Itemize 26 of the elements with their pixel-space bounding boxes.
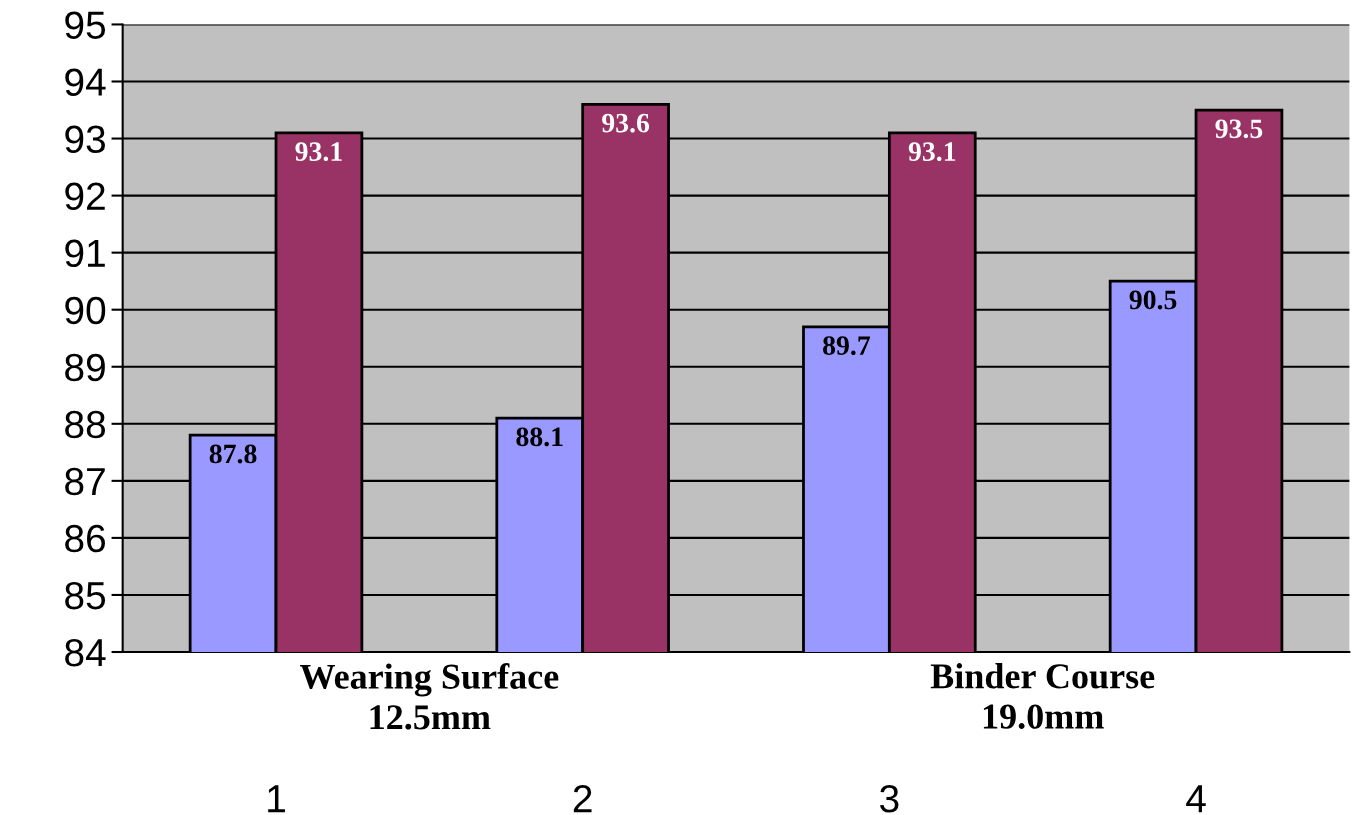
data-label: 88.1 xyxy=(516,427,563,447)
text: Wearing Surface 12.5mm xyxy=(299,663,559,730)
y-tick-label: 89 xyxy=(65,353,105,382)
y-tick-label: 95 xyxy=(65,11,106,39)
y-tick-label: 90 xyxy=(65,296,106,325)
y-tick-label: 84 xyxy=(65,638,106,667)
x-tick-label: 3 xyxy=(880,784,899,813)
y-tick-label: 94 xyxy=(65,68,106,96)
data-label: 93.6 xyxy=(602,113,650,133)
data-label: 93.1 xyxy=(295,142,342,162)
data-label: 93.1 xyxy=(908,142,956,162)
text: Binder Course 19.0mm xyxy=(930,663,1155,729)
data-label: 87.8 xyxy=(209,444,257,464)
y-tick-label: 87 xyxy=(65,467,105,496)
data-label: 89.7 xyxy=(823,336,871,356)
y-tick-label: 93 xyxy=(65,125,105,154)
x-tick-label: 4 xyxy=(1186,785,1206,813)
data-label: 93.5 xyxy=(1215,119,1263,139)
x-tick-label: 2 xyxy=(573,784,592,813)
y-tick-label: 88 xyxy=(65,410,106,439)
data-label: 90.5 xyxy=(1129,290,1177,310)
y-tick-label: 92 xyxy=(65,182,105,211)
y-tick-label: 85 xyxy=(65,581,106,610)
x-tick-label: 1 xyxy=(268,785,285,813)
y-tick-label: 91 xyxy=(65,239,105,268)
y-tick-label: 86 xyxy=(65,524,105,553)
